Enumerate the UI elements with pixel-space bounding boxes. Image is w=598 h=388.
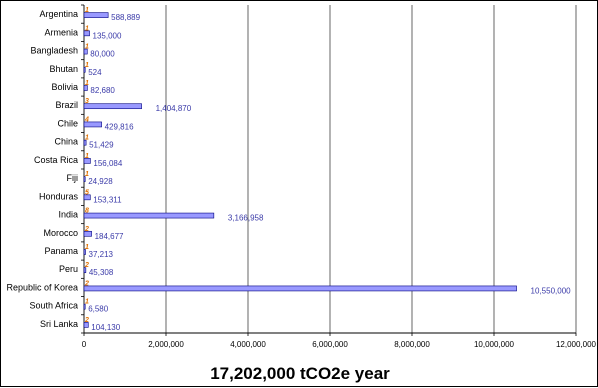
category-label: Morocco [43, 228, 78, 238]
category-label: Armenia [44, 27, 78, 37]
count-label: 1 [85, 62, 89, 69]
category-label: Chile [57, 118, 78, 128]
value-label: 104,130 [91, 323, 120, 332]
bar [83, 139, 87, 146]
count-label: 8 [85, 208, 89, 215]
x-tick-label: 12,000,000 [556, 340, 597, 349]
bar [83, 285, 517, 292]
count-label: 2 [84, 280, 89, 287]
value-label: 156,084 [93, 159, 122, 168]
value-label: 153,311 [93, 195, 122, 204]
x-tick-label: 0 [82, 340, 87, 349]
value-label: 24,928 [88, 177, 113, 186]
count-label: 1 [85, 80, 89, 87]
count-label: 3 [85, 98, 89, 105]
category-label: Bolivia [51, 82, 78, 92]
x-tick-label: 8,000,000 [394, 340, 430, 349]
bar [83, 66, 86, 73]
bar [83, 267, 87, 274]
count-label: 5 [85, 189, 89, 196]
count-label: 1 [85, 135, 89, 142]
value-label: 429,816 [105, 122, 134, 131]
bar [83, 158, 91, 164]
bar [83, 30, 90, 37]
bar [83, 194, 91, 201]
count-label: 1 [85, 171, 89, 178]
value-label: 80,000 [90, 50, 115, 59]
count-label: 1 [85, 299, 89, 306]
count-label: 2 [84, 226, 89, 233]
bar [83, 303, 86, 310]
category-label: Bangladesh [30, 46, 78, 56]
count-label: 1 [85, 44, 89, 51]
value-label: 51,429 [89, 141, 114, 150]
category-label: Panama [44, 246, 78, 256]
value-label: 45,308 [89, 268, 114, 277]
category-label: Brazil [55, 100, 78, 110]
value-label: 3,166,958 [228, 214, 264, 223]
value-label: 588,889 [111, 13, 140, 22]
bar [83, 322, 89, 328]
bar [83, 103, 142, 110]
x-tick-label: 4,000,000 [230, 340, 266, 349]
count-label: 2 [84, 262, 89, 269]
category-label: China [54, 137, 78, 147]
bar [83, 48, 88, 55]
bar [83, 249, 86, 255]
category-label: Argentina [39, 9, 78, 19]
count-label: 1 [85, 244, 89, 251]
category-label: Costa Rica [34, 155, 78, 165]
bar [83, 176, 86, 182]
category-label: Sri Lanka [40, 319, 78, 329]
count-label: 1 [85, 7, 89, 14]
count-label: 2 [84, 317, 89, 324]
bar [83, 85, 88, 91]
category-label: Fiji [67, 173, 79, 183]
value-label: 135,000 [93, 31, 122, 40]
x-tick-label: 2,000,000 [148, 340, 184, 349]
count-label: 1 [85, 25, 89, 32]
category-label: Peru [59, 264, 78, 274]
x-tick-label: 6,000,000 [312, 340, 348, 349]
category-label: Republic of Korea [6, 282, 78, 292]
category-label: South Africa [29, 301, 78, 311]
total-label: 17,202,000 tCO2e year [210, 364, 390, 383]
category-label: Bhutan [49, 64, 78, 74]
count-label: 4 [84, 116, 89, 123]
value-label: 1,404,870 [156, 104, 192, 113]
category-label: India [58, 210, 78, 220]
value-label: 524 [88, 68, 102, 77]
value-label: 37,213 [89, 250, 114, 259]
bar [83, 212, 215, 219]
bar [83, 12, 109, 18]
value-label: 10,550,000 [531, 286, 572, 295]
value-label: 6,580 [88, 305, 109, 314]
bar [83, 121, 102, 128]
x-tick-label: 10,000,000 [474, 340, 515, 349]
bar [83, 230, 92, 237]
value-label: 184,677 [95, 232, 124, 241]
value-label: 82,680 [90, 86, 115, 95]
count-label: 1 [85, 153, 89, 160]
category-label: Honduras [39, 191, 79, 201]
